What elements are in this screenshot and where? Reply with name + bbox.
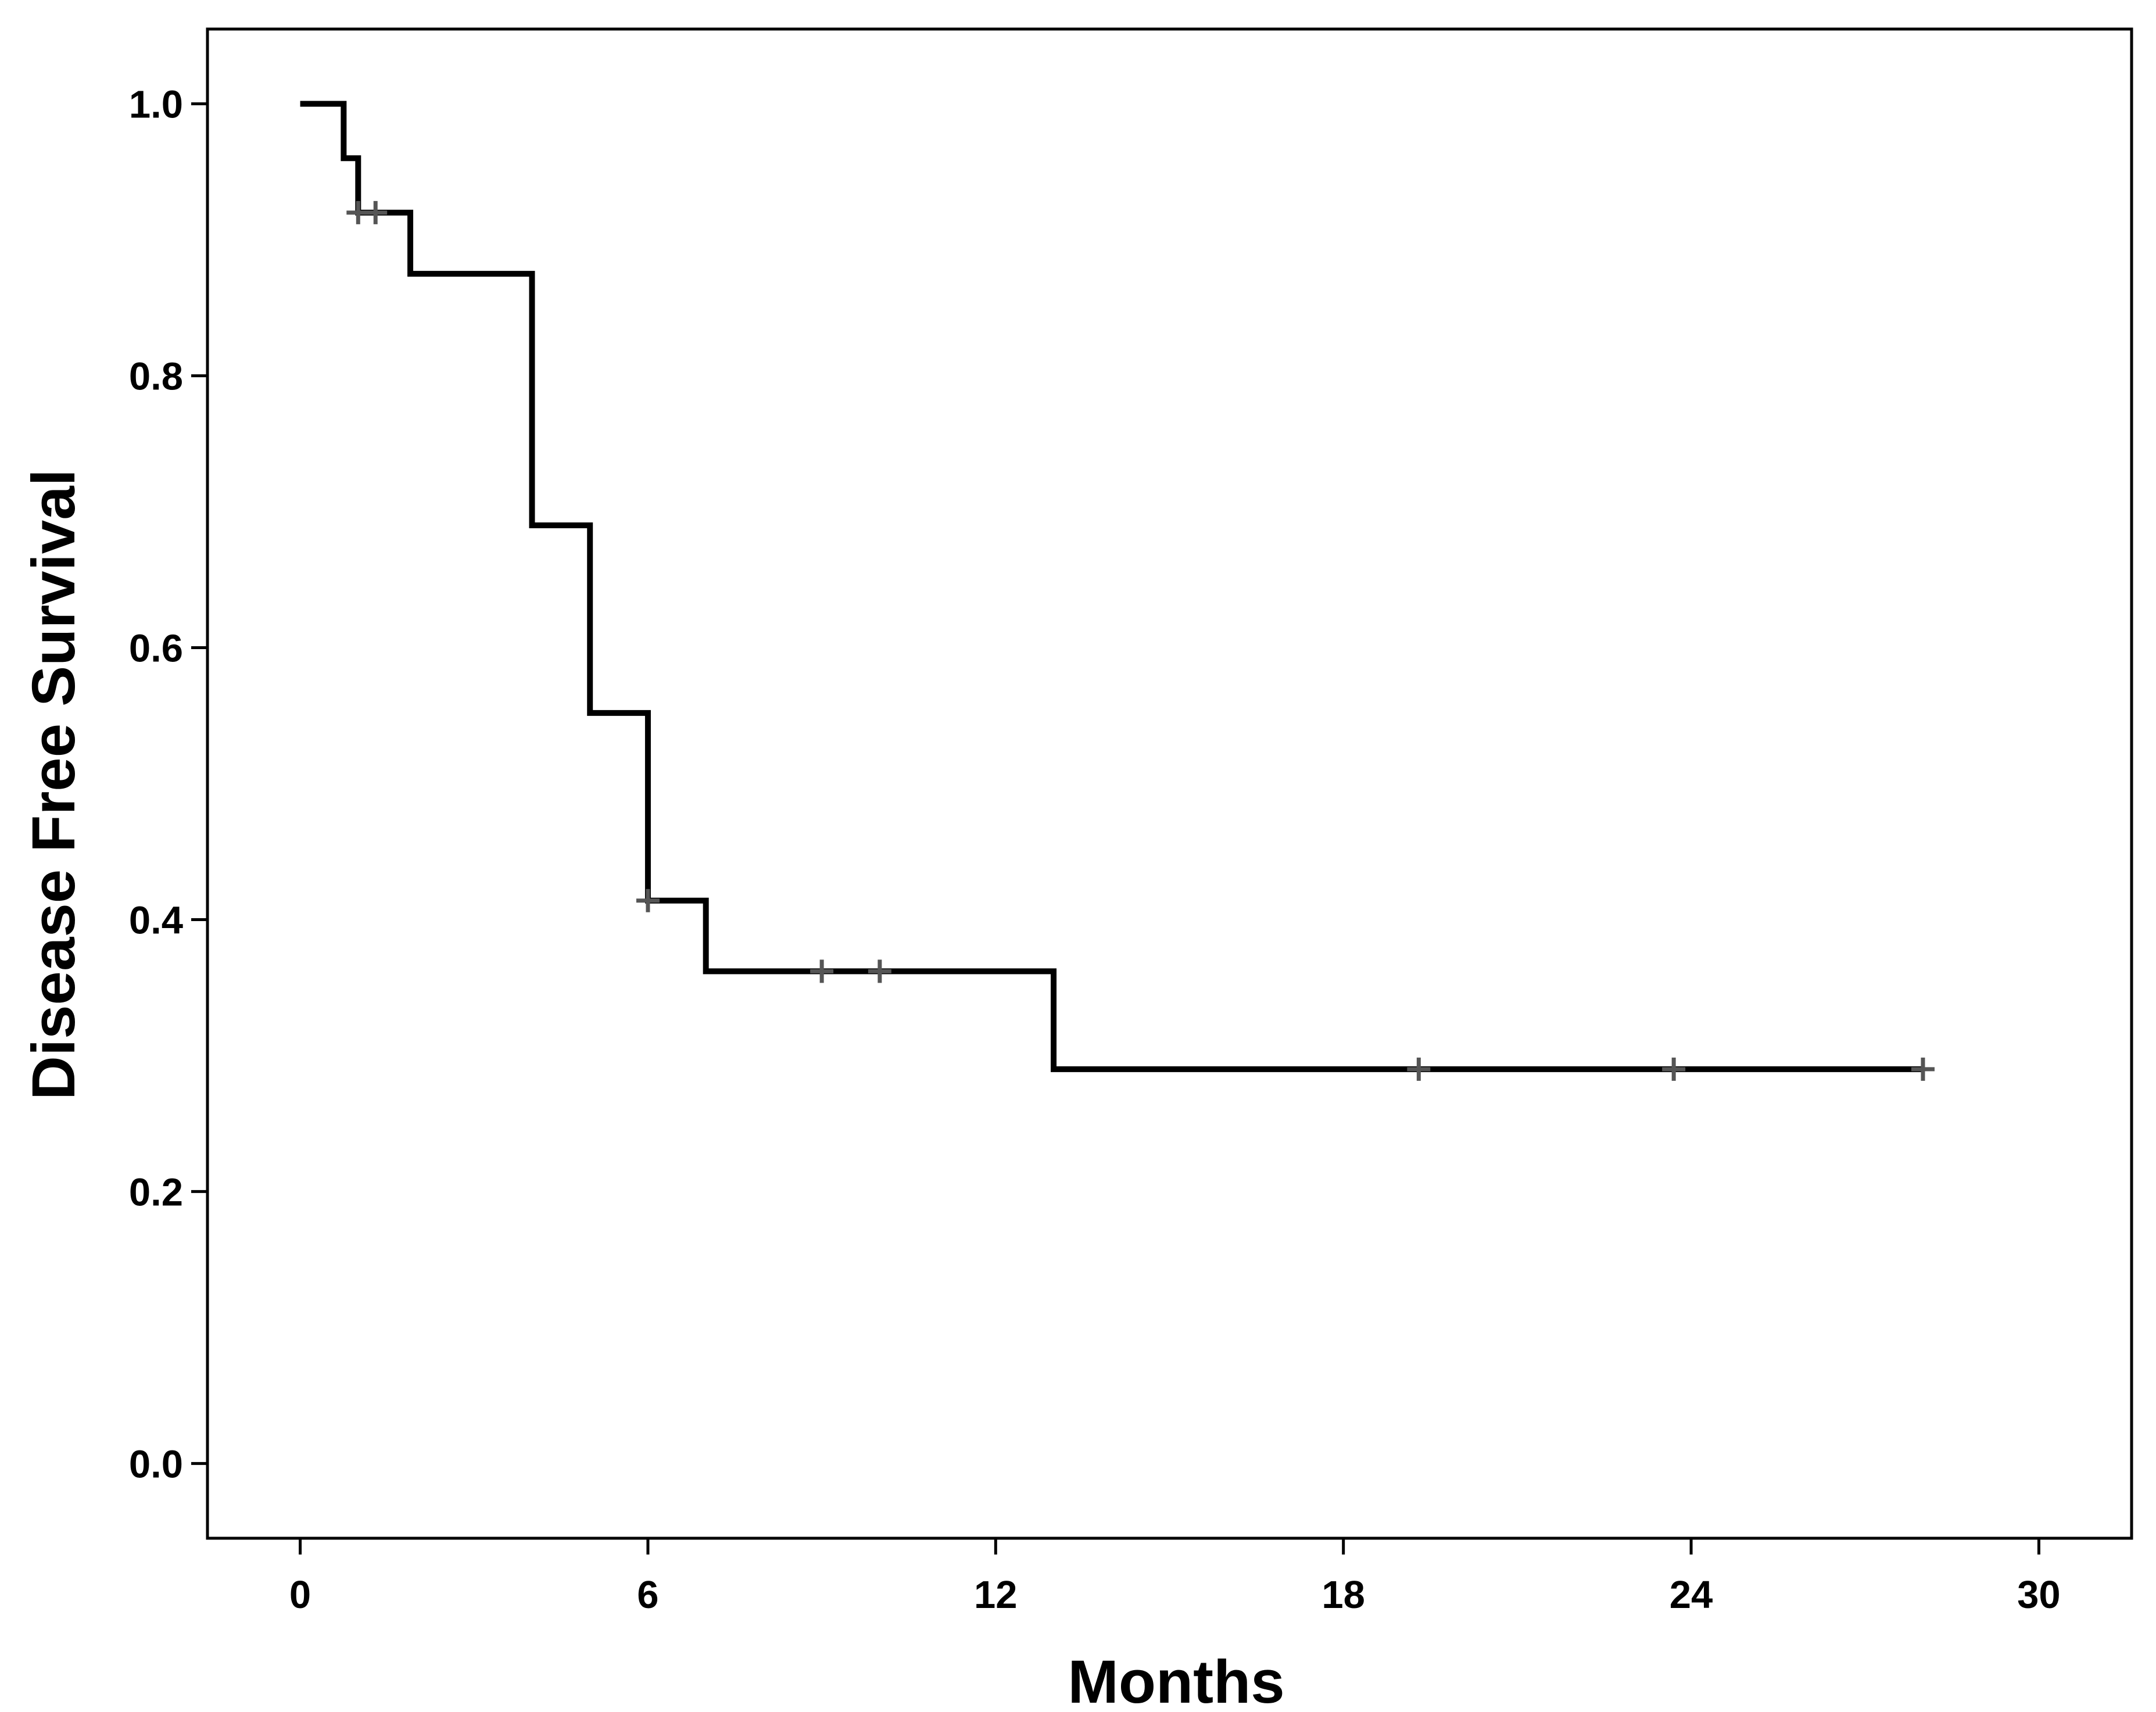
y-tick-label: 0.0 bbox=[129, 1442, 183, 1486]
x-tick-label: 18 bbox=[1321, 1573, 1365, 1617]
x-axis: 0 6 12 18 24 30 bbox=[289, 1538, 2061, 1617]
x-tick-label: 0 bbox=[289, 1573, 311, 1617]
censor-mark bbox=[810, 959, 834, 983]
censor-mark bbox=[364, 200, 388, 224]
x-tick-label: 30 bbox=[2017, 1573, 2061, 1617]
censor-mark bbox=[636, 889, 660, 912]
x-tick-label: 6 bbox=[637, 1573, 658, 1617]
x-axis-title: Months bbox=[1068, 1648, 1284, 1712]
y-tick-label: 0.2 bbox=[129, 1170, 183, 1214]
y-tick-label: 0.6 bbox=[129, 627, 183, 671]
y-tick-label: 0.4 bbox=[129, 898, 183, 942]
survival-step-line bbox=[300, 101, 1923, 1072]
y-axis-title: Disease Free Survival bbox=[20, 469, 88, 1100]
series-layer bbox=[300, 101, 1935, 1081]
x-tick-label: 24 bbox=[1670, 1573, 1713, 1617]
censor-mark bbox=[1911, 1057, 1935, 1081]
y-tick-label: 1.0 bbox=[129, 83, 183, 127]
plot-frame bbox=[206, 27, 2133, 1540]
censor-mark bbox=[1407, 1057, 1431, 1081]
censor-mark bbox=[1662, 1057, 1686, 1081]
y-tick-label: 0.8 bbox=[129, 355, 183, 399]
y-axis: 0.0 0.2 0.4 0.6 0.8 1.0 bbox=[129, 83, 207, 1486]
censor-mark bbox=[868, 959, 891, 983]
x-tick-label: 12 bbox=[974, 1573, 1018, 1617]
